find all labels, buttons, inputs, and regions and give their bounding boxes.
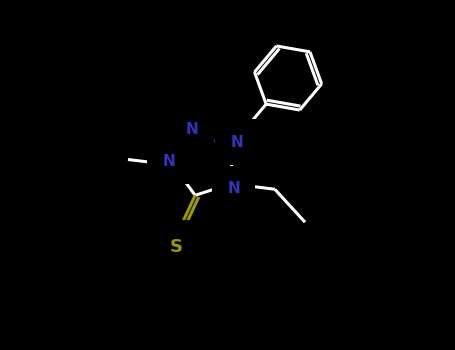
Text: N: N <box>230 135 243 150</box>
Text: N: N <box>186 122 198 137</box>
Text: S: S <box>169 238 182 255</box>
Text: N: N <box>163 154 176 168</box>
Text: N: N <box>228 181 240 196</box>
